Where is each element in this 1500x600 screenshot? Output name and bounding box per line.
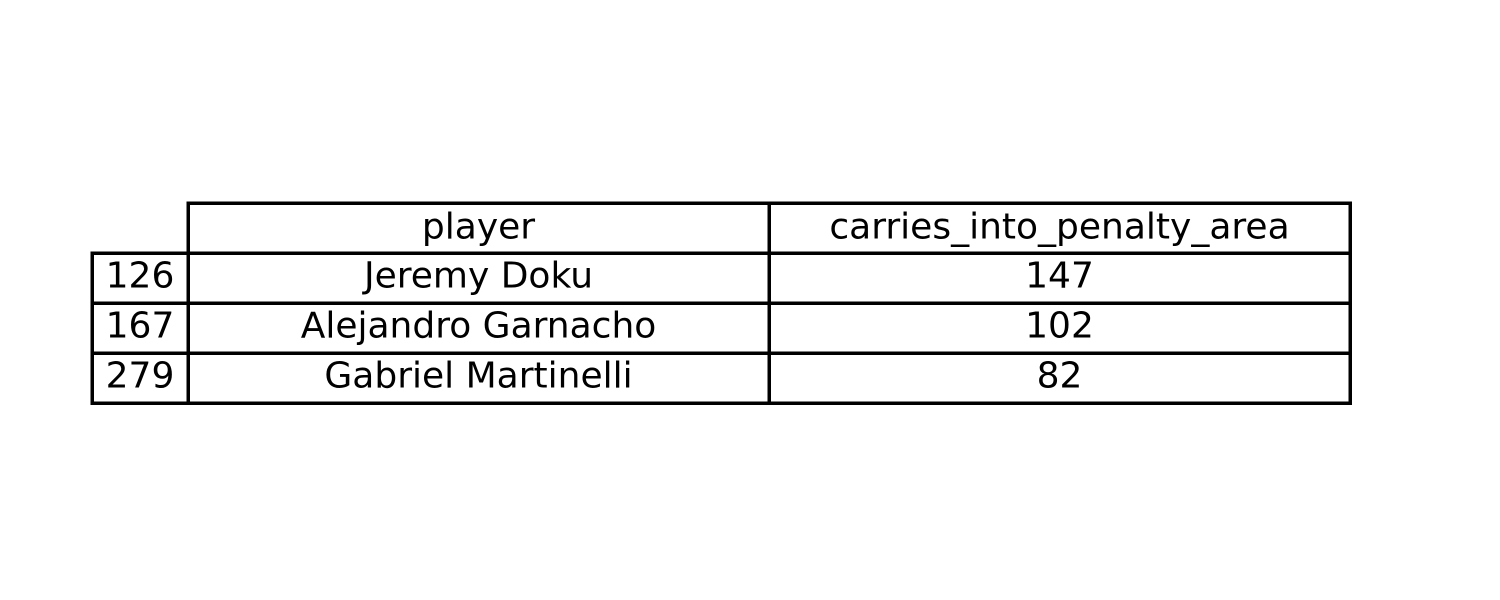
- column-header: carries_into_penalty_area: [829, 207, 1289, 248]
- row-index-label: 167: [106, 306, 175, 347]
- table-cell: [767, 351, 1352, 405]
- cell-value: 82: [1037, 356, 1083, 397]
- cell-value: Gabriel Martinelli: [324, 356, 632, 397]
- cell-value: Jeremy Doku: [362, 256, 593, 297]
- cell-value: Alejandro Garnacho: [301, 306, 657, 347]
- column-header: player: [422, 207, 535, 248]
- cell-value: 102: [1025, 306, 1094, 347]
- cell-value: 147: [1025, 256, 1094, 297]
- row-index-label: 126: [106, 256, 175, 297]
- row-index-label: 279: [106, 356, 175, 397]
